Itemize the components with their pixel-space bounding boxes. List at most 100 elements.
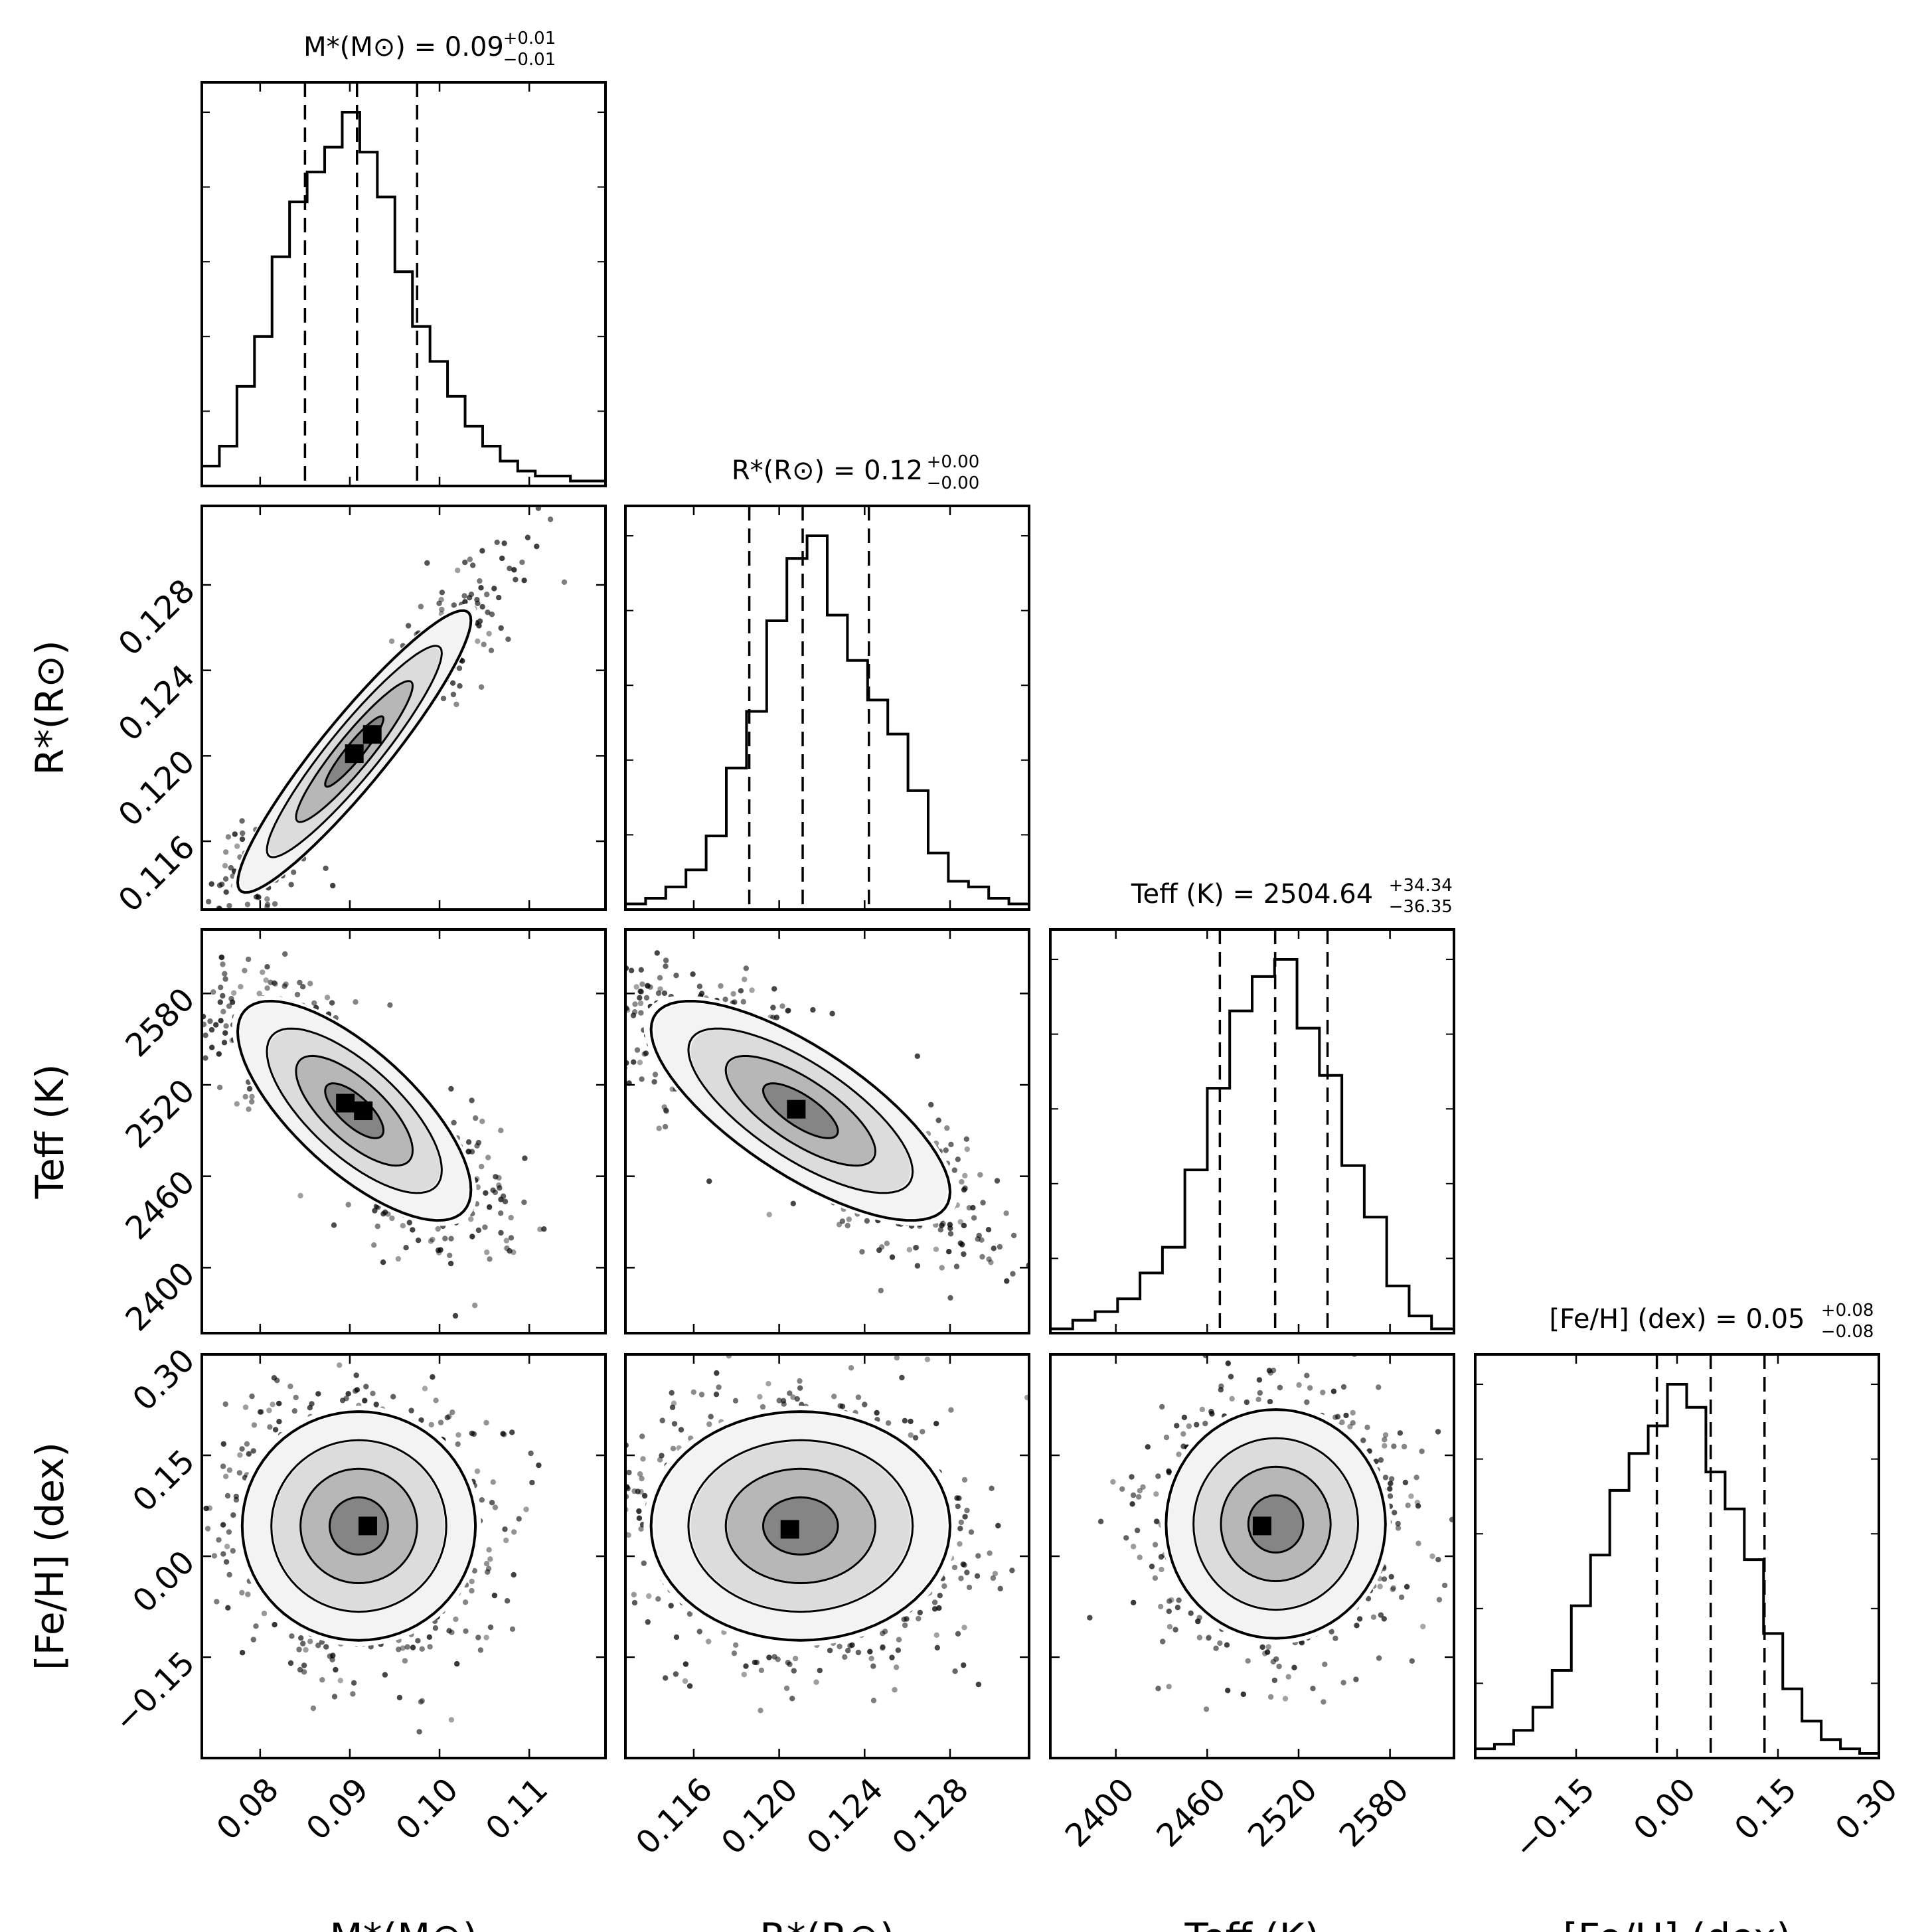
scatter-point (490, 1479, 496, 1485)
scatter-point (272, 1427, 279, 1433)
scatter-point (491, 1592, 498, 1599)
scatter-point (1228, 1374, 1234, 1380)
scatter-point (937, 1227, 944, 1233)
scatter-point (433, 1398, 439, 1404)
scatter-point (406, 1220, 412, 1226)
scatter-panel-teff-feh (1087, 1354, 1454, 1712)
scatter-point (353, 999, 359, 1005)
scatter-point (637, 995, 643, 1001)
scatter-point (1159, 1404, 1165, 1410)
scatter-point (1273, 1656, 1279, 1662)
scatter-point (1397, 1430, 1404, 1436)
scatter-point (787, 1661, 793, 1667)
scatter-point (1266, 1368, 1273, 1374)
scatter-point (504, 1598, 511, 1604)
scatter-point (1401, 1443, 1408, 1450)
scatter-point (790, 1394, 796, 1400)
scatter-point (210, 989, 216, 995)
contour-line (270, 1439, 447, 1613)
scatter-point (223, 889, 229, 895)
scatter-point (307, 1405, 313, 1411)
scatter-point (439, 606, 445, 613)
scatter-point (779, 1003, 785, 1009)
scatter-point (487, 1256, 493, 1262)
scatter-point (323, 865, 329, 872)
scatter-point (242, 967, 248, 974)
scatter-point (246, 1086, 253, 1092)
scatter-point (789, 1696, 795, 1702)
scatter-point (242, 1404, 249, 1410)
scatter-point (706, 1421, 712, 1427)
scatter-point (976, 1232, 982, 1239)
scatter-point (1152, 1575, 1159, 1581)
scatter-point (202, 1032, 208, 1038)
scatter-point (659, 1417, 665, 1423)
scatter-point (475, 1139, 482, 1146)
panel-title-sup-teff: +34.34 (1389, 876, 1453, 896)
scatter-point (474, 1468, 481, 1475)
scatter-point (239, 1446, 245, 1452)
scatter-point (213, 1022, 219, 1028)
scatter-point (232, 831, 238, 837)
scatter-point (637, 989, 643, 995)
scatter-point (963, 1136, 970, 1142)
scatter-point (962, 1172, 968, 1179)
scatter-point (345, 1391, 351, 1397)
scatter-point (1225, 1688, 1231, 1694)
scatter-point (418, 1699, 424, 1705)
density-peak (336, 1093, 355, 1113)
scatter-point (473, 1115, 479, 1121)
scatter-point (337, 1362, 343, 1368)
scatter-point (733, 1642, 739, 1648)
y-axis-label-teff: Teff (K) (27, 1064, 72, 1200)
panel-border (201, 81, 607, 487)
scatter-point (837, 1643, 843, 1650)
scatter-point (223, 1023, 229, 1029)
scatter-point (249, 1093, 255, 1100)
scatter-point (1285, 1674, 1291, 1680)
scatter-point (224, 1492, 231, 1499)
scatter-point (939, 1265, 945, 1271)
scatter-point (486, 631, 492, 637)
scatter-point (220, 1441, 226, 1447)
scatter-point (475, 1635, 481, 1641)
panel-frame-2-0 (201, 928, 607, 1334)
scatter-point (272, 901, 278, 907)
scatter-point (979, 1237, 985, 1243)
scatter-point (244, 902, 251, 908)
scatter-point (225, 1605, 231, 1611)
scatter-point (1130, 1492, 1137, 1498)
contour-line (649, 1410, 952, 1642)
scatter-point (959, 1179, 965, 1185)
scatter-panel-radius-teff (625, 950, 1029, 1301)
scatter-point (716, 1384, 722, 1390)
scatter-point (635, 1489, 641, 1494)
scatter-point (941, 1583, 947, 1589)
scatter-point (987, 1550, 993, 1556)
scatter-point (496, 594, 502, 601)
scatter-point (333, 1666, 339, 1673)
scatter-point (1264, 1649, 1271, 1655)
hist-step-feh (1474, 1383, 1880, 1758)
scatter-point (935, 1117, 941, 1123)
scatter-point (1110, 1479, 1116, 1485)
scatter-point (641, 1560, 647, 1566)
scatter-point (706, 1639, 712, 1645)
scatter-point (498, 1210, 504, 1216)
scatter-point (1181, 1414, 1188, 1421)
scatter-point (270, 1402, 276, 1408)
scatter-point (1307, 1385, 1313, 1391)
panel-title-sub-radius: −0.00 (927, 473, 980, 493)
scatter-point (477, 578, 483, 584)
scatter-point (912, 1245, 919, 1251)
scatter-point (1320, 1390, 1326, 1396)
scatter-point (933, 1421, 939, 1427)
scatter-point (1186, 1423, 1192, 1429)
scatter-point (256, 991, 262, 997)
contour-line (324, 715, 385, 788)
scatter-point (1199, 1406, 1206, 1413)
scatter-point (410, 1645, 416, 1650)
scatter-point (521, 1199, 527, 1206)
scatter-point (1388, 1481, 1394, 1487)
scatter-point (428, 1421, 434, 1428)
